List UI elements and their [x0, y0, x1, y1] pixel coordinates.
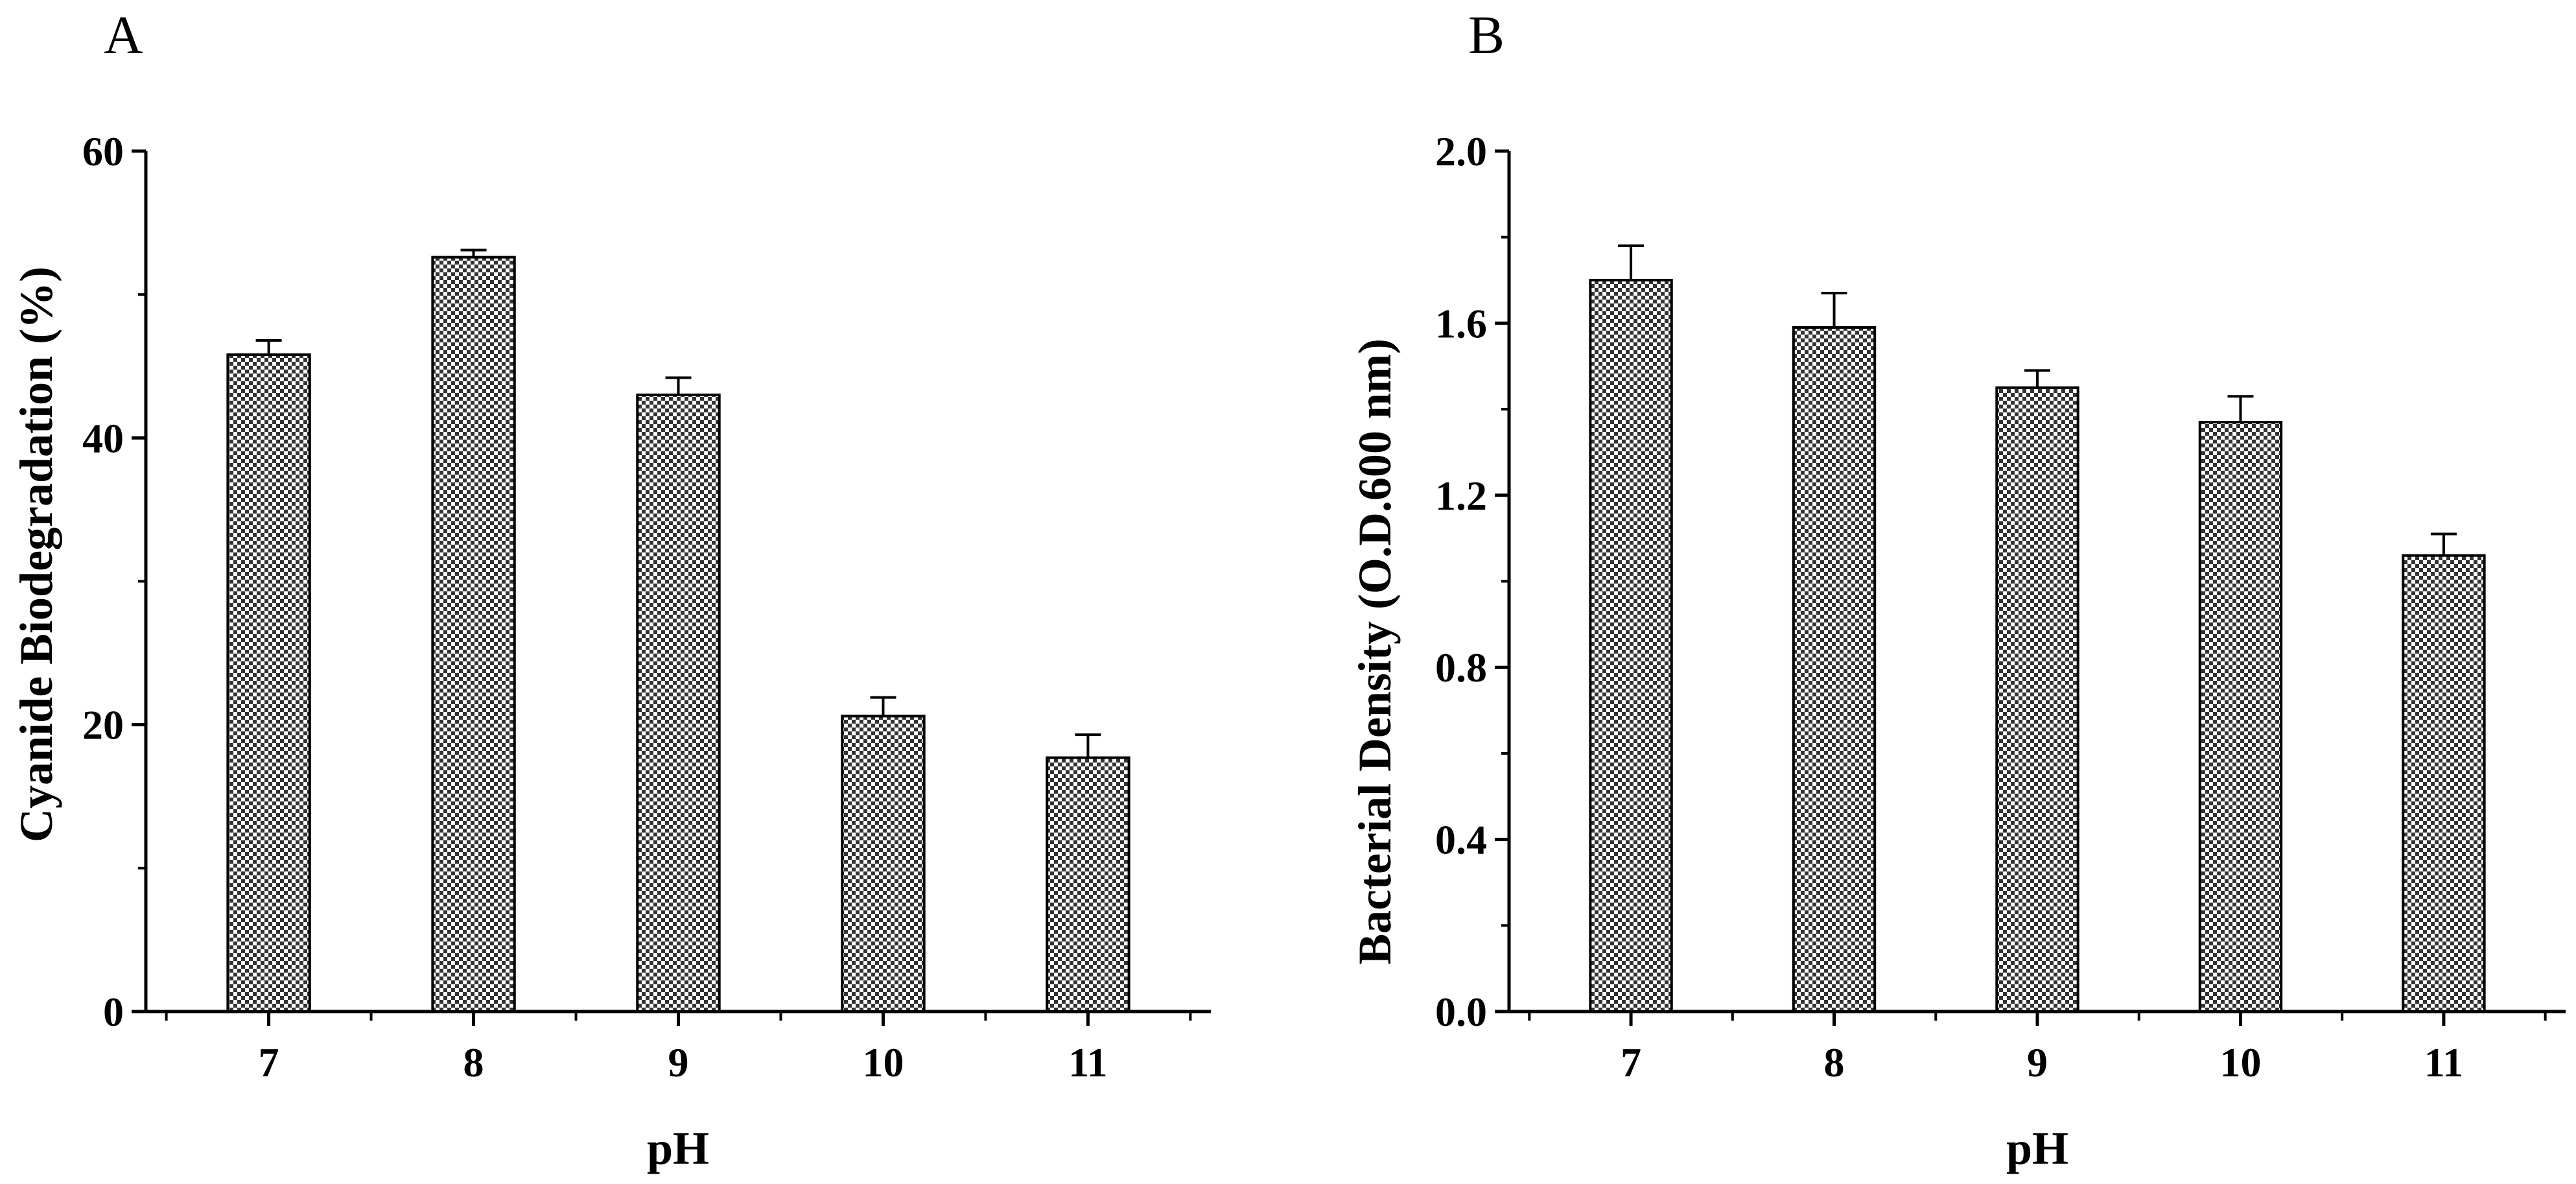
x-tick-label-a: 11 — [1068, 1039, 1107, 1085]
x-tick-label-b: 8 — [1824, 1039, 1845, 1085]
chart-panel-b: B Bacterial Density (O.D.600 nm) pH 0.00… — [1349, 5, 2566, 1174]
x-tick-label-a: 10 — [862, 1039, 904, 1085]
x-tick-label-a: 7 — [259, 1039, 279, 1085]
bar-b-ph-10 — [2198, 421, 2283, 1013]
x-axis-label-a: pH — [647, 1122, 709, 1174]
bar-a-ph-8 — [431, 255, 516, 1013]
bar-a-ph-9 — [636, 393, 721, 1013]
x-tick-label-b: 10 — [2219, 1039, 2261, 1085]
x-axis-label-b: pH — [2006, 1122, 2068, 1174]
y-tick-label-b: 1.2 — [1435, 473, 1487, 519]
panel-letter-b: B — [1468, 5, 1505, 65]
x-tick-label-a: 8 — [463, 1039, 484, 1085]
y-tick-label-a: 60 — [82, 128, 124, 174]
y-tick-label-b: 1.6 — [1435, 300, 1487, 346]
plot-area-b: 0.0 0.4 0.8 1.2 1.6 2.0 7 8 9 10 11 — [1435, 128, 2566, 1085]
x-tick-label-b: 11 — [2424, 1039, 2463, 1085]
bar-a-ph-10 — [841, 715, 926, 1013]
x-tick-label-a: 9 — [668, 1039, 689, 1085]
bar-b-ph-9 — [1995, 386, 2079, 1013]
plot-area-a: 0 20 40 60 7 8 9 10 11 — [82, 128, 1211, 1085]
x-tick-label-b: 7 — [1621, 1039, 1641, 1085]
bar-a-ph-7 — [226, 353, 311, 1013]
x-tick-label-b: 9 — [2027, 1039, 2048, 1085]
y-tick-label-b: 2.0 — [1435, 128, 1487, 174]
y-tick-label-a: 0 — [103, 989, 124, 1035]
bar-b-ph-11 — [2402, 554, 2486, 1013]
y-tick-label-b: 0.4 — [1435, 817, 1487, 863]
y-axis-label-a: Cyanide Biodegradation (%) — [10, 266, 62, 842]
y-tick-label-a: 40 — [82, 415, 124, 461]
y-tick-label-b: 0.0 — [1435, 989, 1487, 1035]
y-tick-label-b: 0.8 — [1435, 645, 1487, 691]
bar-b-ph-7 — [1589, 279, 1673, 1013]
chart-panel-a: A Cyanide Biodegradation (%) pH 0 20 40 60 7… — [10, 5, 1211, 1174]
y-tick-label-a: 20 — [82, 702, 124, 748]
y-axis-label-b: Bacterial Density (O.D.600 nm) — [1349, 338, 1401, 965]
panel-letter-a: A — [104, 5, 143, 65]
bar-b-ph-8 — [1792, 326, 1877, 1013]
bar-a-ph-11 — [1046, 756, 1130, 1013]
